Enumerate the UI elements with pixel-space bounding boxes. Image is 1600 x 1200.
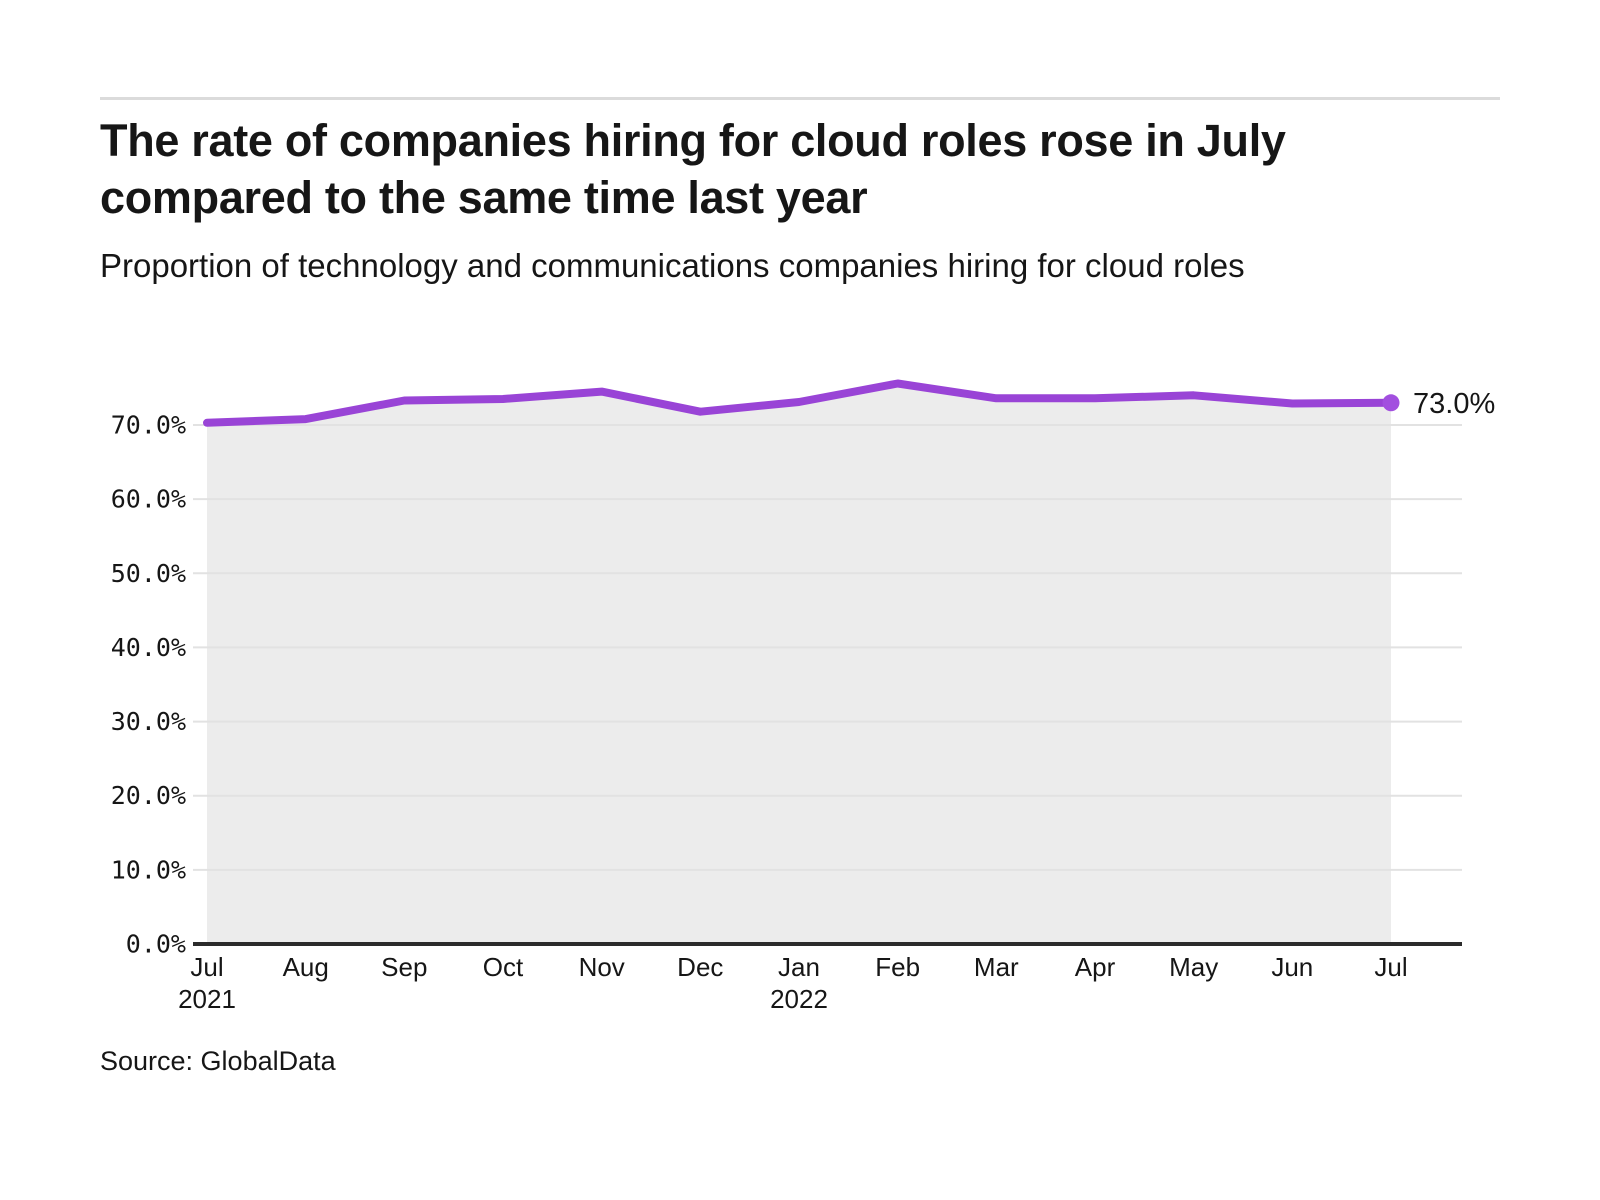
y-tick-label: 10.0%	[111, 855, 186, 884]
y-tick-label: 70.0%	[111, 411, 186, 440]
y-tick-label: 50.0%	[111, 559, 186, 588]
chart-title: The rate of companies hiring for cloud r…	[100, 115, 1286, 223]
x-tick-label: Feb	[875, 952, 920, 982]
chart-subtitle: Proportion of technology and communicati…	[100, 247, 1245, 284]
top-divider	[100, 97, 1500, 100]
x-tick-label: Nov	[579, 952, 625, 982]
data-line	[203, 379, 1395, 427]
x-tick-label: May	[1169, 952, 1218, 982]
x-tick-label: Dec	[677, 952, 723, 982]
area-fill	[207, 383, 1391, 944]
x-tick-label: Jun	[1271, 952, 1313, 982]
x-tick-label: Jul	[190, 952, 223, 982]
x-tick-label: Sep	[381, 952, 427, 982]
y-tick-label: 0.0%	[126, 930, 186, 959]
y-tick-label: 60.0%	[111, 485, 186, 514]
x-tick-label: Jan	[778, 952, 820, 982]
end-value-label: 73.0%	[1413, 388, 1495, 420]
x-tick-year-label: 2022	[770, 984, 828, 1014]
y-tick-label: 30.0%	[111, 707, 186, 736]
y-tick-label: 20.0%	[111, 781, 186, 810]
x-tick-label: Apr	[1075, 952, 1116, 982]
x-tick-label: Mar	[974, 952, 1019, 982]
source-note: Source: GlobalData	[100, 1046, 336, 1076]
x-tick-year-label: 2021	[178, 984, 236, 1014]
x-tick-label: Oct	[483, 952, 524, 982]
end-point-dot	[1382, 394, 1400, 412]
y-tick-label: 40.0%	[111, 633, 186, 662]
x-tick-label: Aug	[283, 952, 329, 982]
x-tick-label: Jul	[1374, 952, 1407, 982]
